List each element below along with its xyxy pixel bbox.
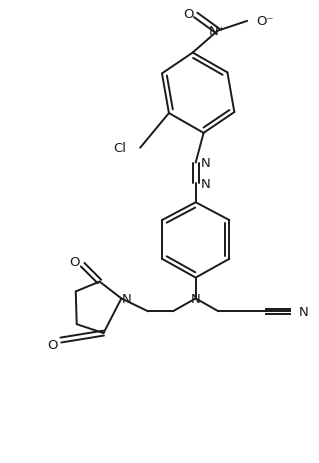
Text: N⁺: N⁺ [209,25,226,38]
Text: N: N [299,305,308,318]
Text: O: O [70,256,80,269]
Text: O: O [48,338,58,351]
Text: N: N [201,177,211,190]
Text: O: O [183,8,194,21]
Text: O⁻: O⁻ [256,15,274,28]
Text: N: N [122,292,131,305]
Text: N: N [191,292,201,305]
Text: Cl: Cl [113,142,126,155]
Text: N: N [201,157,211,170]
